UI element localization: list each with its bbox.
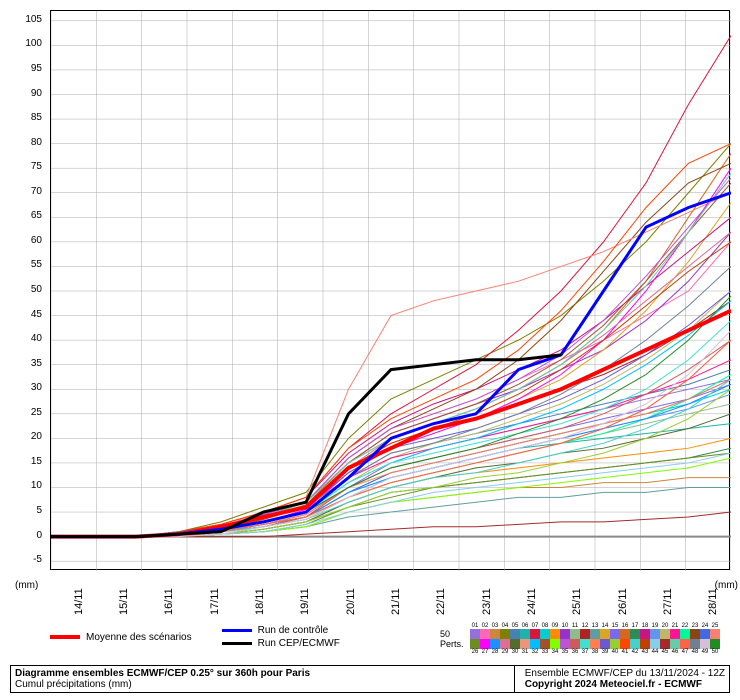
y-tick-label: 20 <box>12 431 42 442</box>
x-tick-label: 25/11 <box>571 588 583 615</box>
x-tick-label: 16/11 <box>163 588 175 615</box>
perturbations-legend: 50 Perts. 010203040506070809101112131415… <box>440 623 730 655</box>
y-tick-label: 60 <box>12 235 42 246</box>
y-tick-label: 40 <box>12 333 42 344</box>
y-tick-label: 70 <box>12 186 42 197</box>
x-tick-label: 24/11 <box>526 588 538 615</box>
footer-bar: Diagramme ensembles ECMWF/CEP 0.25° sur … <box>10 665 730 693</box>
y-tick-label: -5 <box>12 554 42 565</box>
y-tick-label: 65 <box>12 210 42 221</box>
legend-control: Run de contrôle <box>222 625 340 636</box>
legend-control-label: Run de contrôle <box>258 625 329 636</box>
x-tick-label: 22/11 <box>435 588 447 615</box>
legend-cep: Run CEP/ECMWF <box>222 638 340 649</box>
y-tick-label: 80 <box>12 137 42 148</box>
y-tick-label: 45 <box>12 309 42 320</box>
x-tick-label: 21/11 <box>390 588 402 615</box>
x-tick-label: 27/11 <box>662 588 674 615</box>
chart-plot-area <box>50 10 730 570</box>
y-unit-right: (mm) <box>715 580 738 591</box>
x-tick-label: 14/11 <box>73 588 85 615</box>
y-tick-label: 105 <box>12 14 42 25</box>
legend-cep-label: Run CEP/ECMWF <box>258 638 340 649</box>
y-tick-label: 15 <box>12 456 42 467</box>
x-tick-label: 28/11 <box>707 588 719 615</box>
y-tick-label: 100 <box>12 38 42 49</box>
y-tick-label: 30 <box>12 382 42 393</box>
footer-copyright: Copyright 2024 Meteociel.fr - ECMWF <box>525 679 725 690</box>
x-tick-label: 23/11 <box>481 588 493 615</box>
legend-mean: Moyenne des scénarios <box>50 625 192 649</box>
y-tick-label: 25 <box>12 407 42 418</box>
x-tick-label: 26/11 <box>617 588 629 615</box>
legend-mean-label: Moyenne des scénarios <box>86 632 192 643</box>
y-tick-label: 90 <box>12 88 42 99</box>
y-tick-label: 50 <box>12 284 42 295</box>
x-tick-label: 20/11 <box>345 588 357 615</box>
x-tick-label: 15/11 <box>118 588 130 615</box>
y-unit-left: (mm) <box>15 580 38 591</box>
footer-runinfo: Ensemble ECMWF/CEP du 13/11/2024 - 12Z <box>525 668 725 679</box>
y-tick-label: 75 <box>12 161 42 172</box>
x-tick-label: 17/11 <box>209 588 221 615</box>
footer-subtitle: Cumul précipitations (mm) <box>15 679 510 690</box>
y-tick-label: 10 <box>12 480 42 491</box>
y-tick-label: 95 <box>12 63 42 74</box>
x-tick-label: 19/11 <box>299 588 311 615</box>
y-tick-label: 5 <box>12 505 42 516</box>
perts-label: 50 Perts. <box>440 629 464 649</box>
y-tick-label: 0 <box>12 530 42 541</box>
y-tick-label: 85 <box>12 112 42 123</box>
x-tick-label: 18/11 <box>254 588 266 615</box>
y-tick-label: 55 <box>12 259 42 270</box>
footer-title: Diagramme ensembles ECMWF/CEP 0.25° sur … <box>15 668 510 679</box>
y-tick-label: 35 <box>12 358 42 369</box>
